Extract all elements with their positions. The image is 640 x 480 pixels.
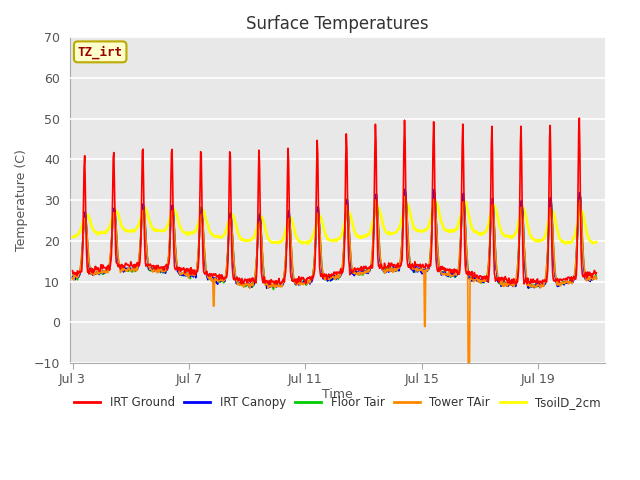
Legend: IRT Ground, IRT Canopy, Floor Tair, Tower TAir, TsoilD_2cm: IRT Ground, IRT Canopy, Floor Tair, Towe… [69,392,605,414]
Text: TZ_irt: TZ_irt [77,45,123,59]
Title: Surface Temperatures: Surface Temperatures [246,15,429,33]
X-axis label: Time: Time [322,388,353,401]
Y-axis label: Temperature (C): Temperature (C) [15,149,28,251]
